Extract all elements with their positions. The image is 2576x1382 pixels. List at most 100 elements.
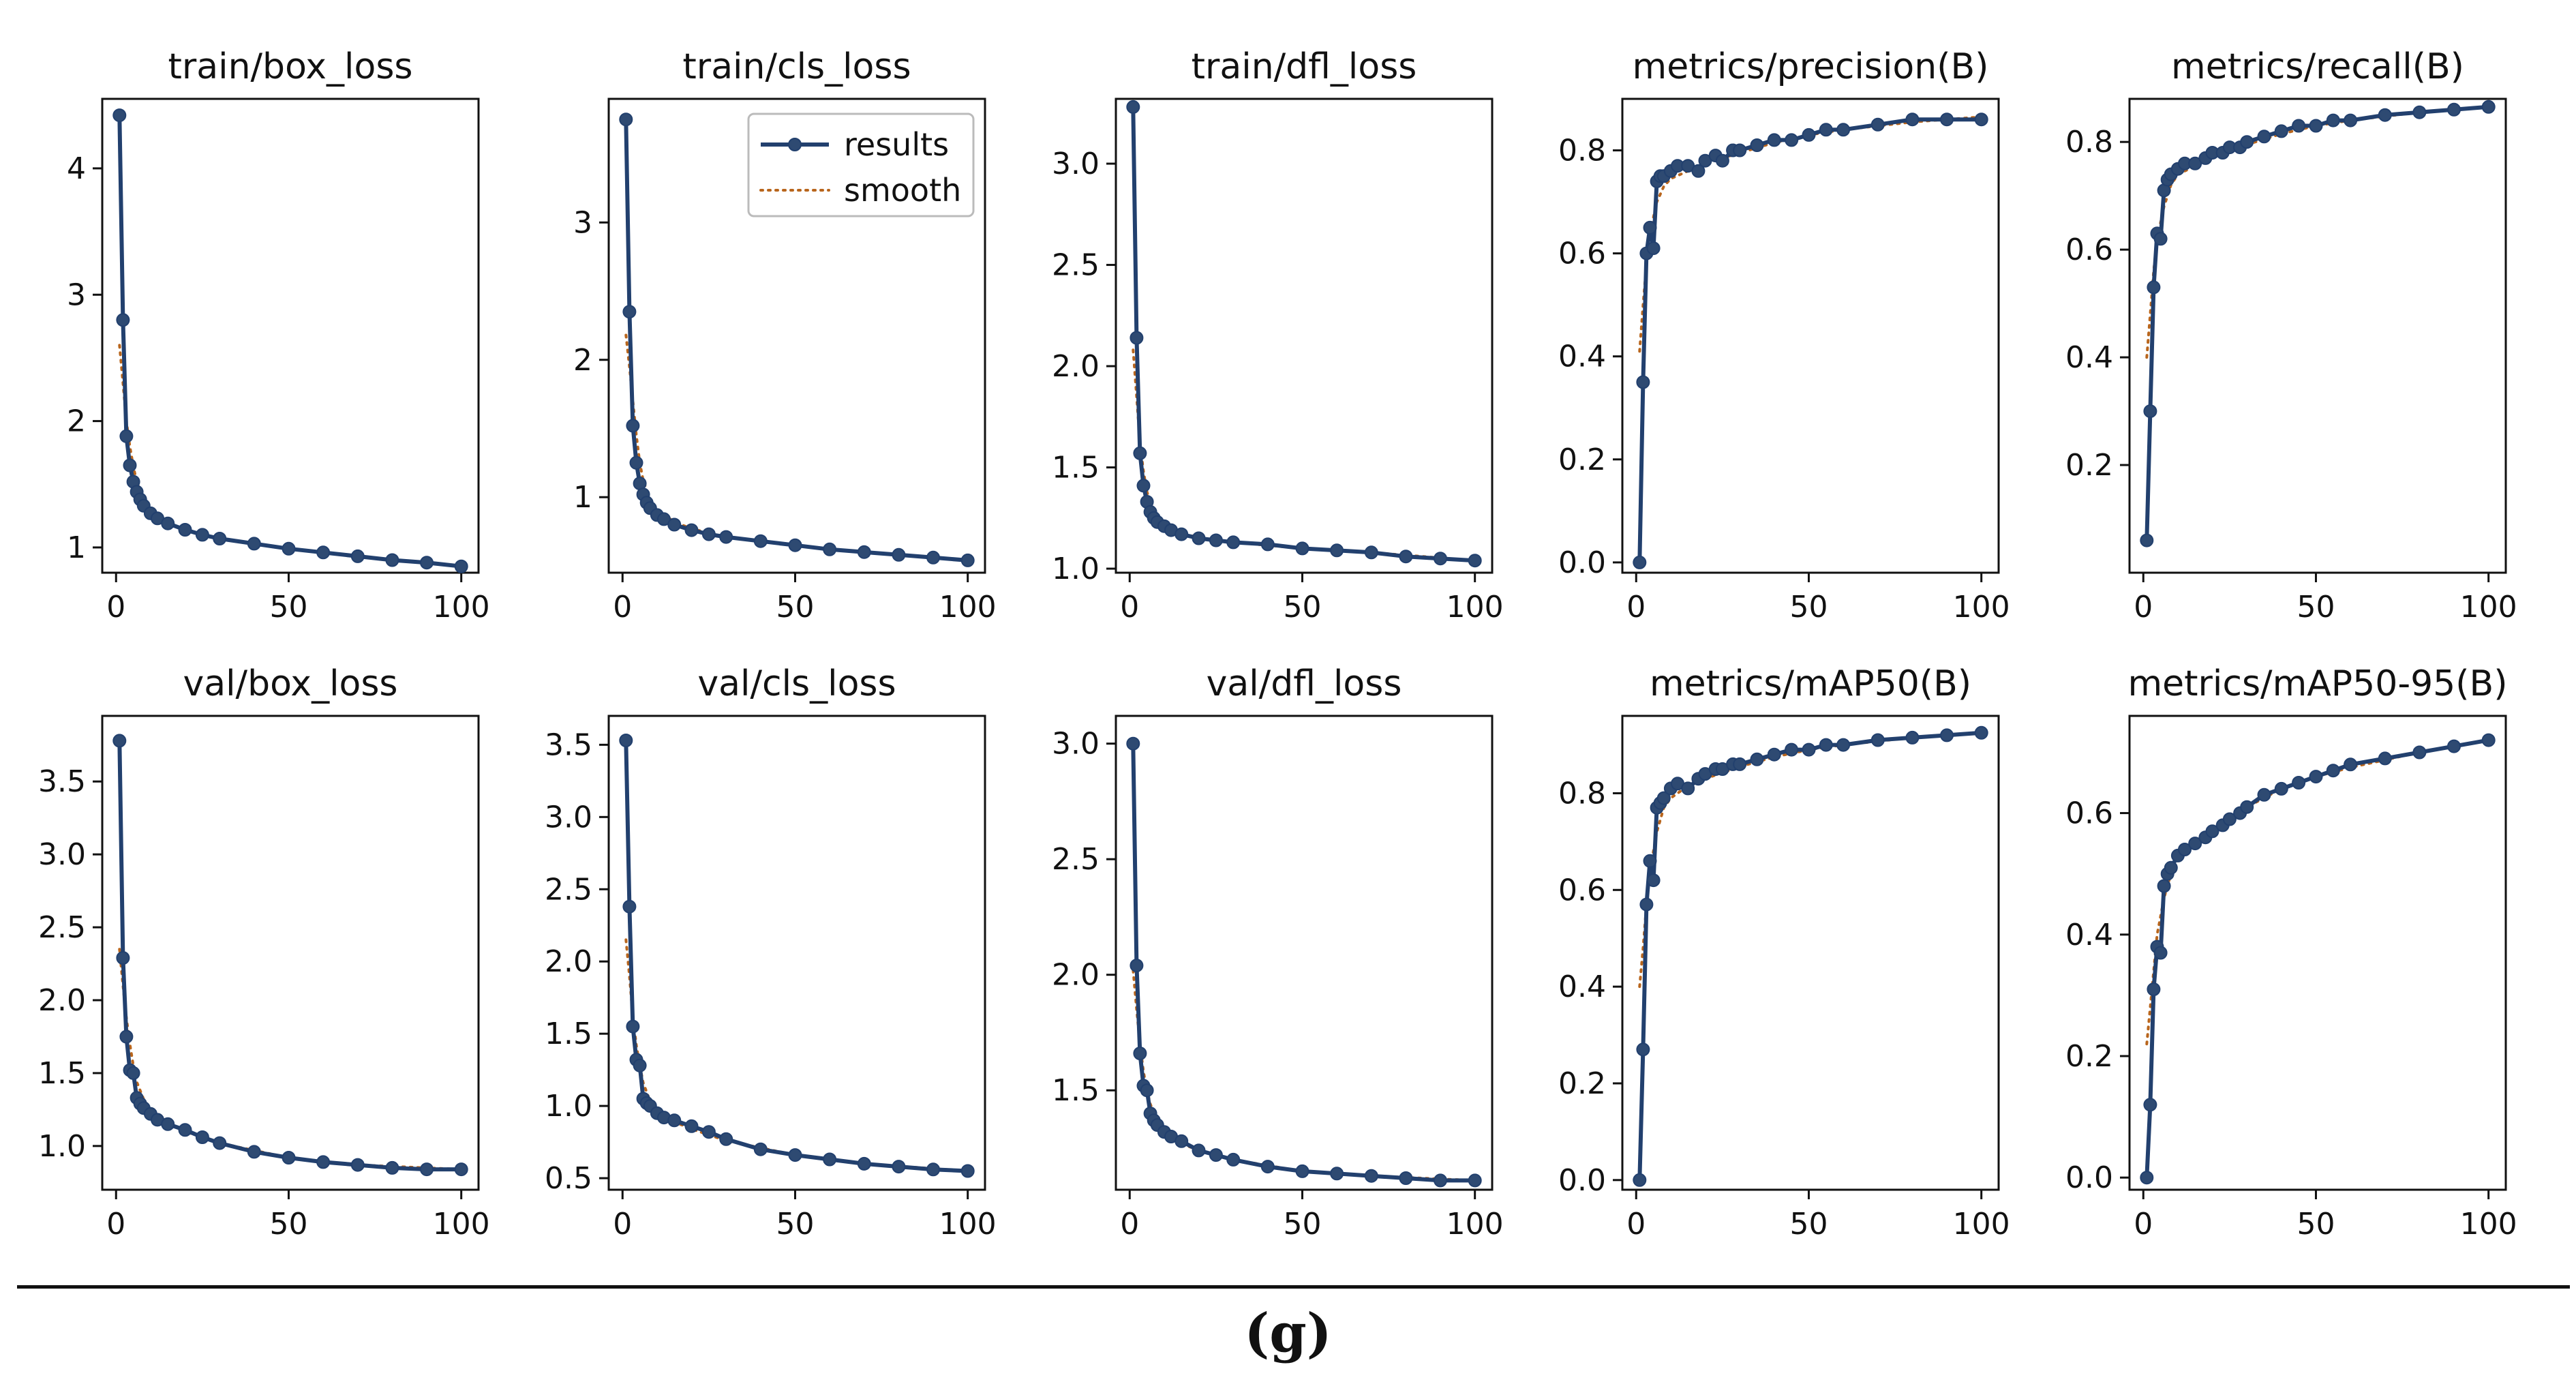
results-point <box>2447 739 2461 753</box>
y-tick-label: 2.5 <box>545 872 592 907</box>
results-point <box>1209 533 1223 547</box>
x-tick-label: 0 <box>613 590 632 625</box>
results-point <box>350 1158 365 1172</box>
results-series-line <box>1637 117 1982 562</box>
y-tick-label: 2 <box>573 343 592 378</box>
results-point <box>857 545 871 559</box>
y-tick-label: 0.2 <box>2065 1039 2113 1074</box>
y-tick-label: 3.0 <box>545 800 592 835</box>
results-point <box>1260 1160 1275 1174</box>
x-tick-label: 0 <box>1120 1207 1139 1242</box>
x-tick-label: 50 <box>2297 1207 2335 1242</box>
results-point <box>1330 1167 1344 1181</box>
panel-title: metrics/precision(B) <box>1633 46 1989 87</box>
results-point <box>1733 143 1747 157</box>
legend-results-label: results <box>844 126 949 163</box>
results-point <box>701 527 716 541</box>
chart-panel-train-cls-loss: train/cls_loss 0 50 100 1 2 3 results smooth <box>573 46 997 625</box>
plot-frame <box>1115 715 1494 1191</box>
results-point <box>2178 843 2192 856</box>
results-point <box>1767 133 1781 147</box>
results-point <box>2344 113 2358 127</box>
results-point <box>1226 1152 1241 1167</box>
results-point <box>213 1136 227 1150</box>
results-point <box>2140 533 2154 547</box>
x-tick-label: 50 <box>1283 590 1321 625</box>
x-tick-label: 50 <box>1283 1207 1321 1242</box>
results-point <box>1295 541 1309 556</box>
results-series-line <box>624 740 968 1173</box>
panel-title: val/cls_loss <box>697 663 896 704</box>
results-point <box>282 541 296 556</box>
chart-panel-val-dfl-loss: val/dfl_loss 0 50 100 1.5 2.0 2.5 3.0 <box>1052 663 1504 1242</box>
x-tick-label: 50 <box>1789 1207 1828 1242</box>
results-point <box>1785 133 1799 147</box>
y-tick-label: 0.2 <box>1558 442 1606 477</box>
results-point <box>2344 757 2358 772</box>
results-series-line <box>2145 738 2489 1178</box>
results-point <box>1399 1171 1413 1185</box>
x-tick-label: 100 <box>2460 1207 2517 1242</box>
smooth-series-line <box>1638 731 1983 989</box>
y-tick-label: 0.6 <box>2065 232 2113 267</box>
results-point <box>116 313 130 327</box>
y-tick-label: 0.2 <box>1558 1066 1606 1101</box>
x-tick-label: 100 <box>1953 590 2010 625</box>
y-tick-label: 2.0 <box>545 944 592 979</box>
results-point <box>1192 531 1206 545</box>
results-point <box>1819 123 1833 137</box>
results-point <box>2326 113 2340 127</box>
plot-frame <box>607 97 986 574</box>
results-point <box>420 1162 434 1177</box>
plot-frame <box>101 97 480 574</box>
results-point <box>1209 1148 1223 1162</box>
y-tick-label: 1.0 <box>38 1129 86 1164</box>
y-tick-label: 0.6 <box>1558 873 1606 907</box>
results-point <box>1836 738 1851 752</box>
x-tick-label: 0 <box>1626 1207 1646 1242</box>
results-point <box>1226 535 1241 550</box>
results-point <box>1136 479 1151 493</box>
results-point <box>316 545 331 560</box>
results-point <box>719 530 733 544</box>
results-point <box>1715 153 1729 168</box>
y-tick-label: 0.5 <box>545 1161 592 1196</box>
figure-divider <box>17 1285 2570 1289</box>
results-point <box>2147 982 2161 996</box>
x-tick-label: 0 <box>2134 590 2153 625</box>
plot-frame <box>1621 715 2000 1191</box>
results-point <box>2378 751 2392 766</box>
results-point <box>247 1145 261 1159</box>
results-point <box>2274 124 2288 138</box>
y-tick-label: 0.0 <box>1558 545 1606 580</box>
results-point <box>626 419 640 433</box>
results-point <box>2240 135 2254 149</box>
panel-title: metrics/mAP50(B) <box>1650 663 1971 704</box>
figure-caption: (g) <box>1244 1302 1332 1364</box>
y-tick-label: 1.0 <box>1052 552 1100 586</box>
results-point <box>213 532 227 545</box>
y-tick-label: 3.0 <box>1052 727 1100 762</box>
smooth-series-line <box>2145 105 2490 359</box>
x-tick-label: 50 <box>776 1207 814 1242</box>
results-point <box>2481 100 2496 114</box>
results-point <box>1633 555 1647 569</box>
chart-panel-train-box-loss: train/box_loss 0 50 100 1 2 3 4 <box>67 46 490 625</box>
smooth-series-line <box>2145 738 2490 1046</box>
chart-panel-metrics-map50-95-b: metrics/mAP50-95(B) 0 50 100 0.0 0.2 0.4 0.6 <box>2065 663 2517 1242</box>
results-point <box>667 517 682 532</box>
smooth-series-line <box>118 948 463 1171</box>
results-point <box>2378 108 2392 122</box>
results-point <box>2157 879 2171 893</box>
results-point <box>2412 745 2427 760</box>
results-point <box>1733 757 1747 771</box>
results-point <box>2326 764 2340 778</box>
results-series-line <box>117 115 462 569</box>
results-point <box>2143 404 2157 419</box>
results-point <box>701 1125 716 1139</box>
results-point <box>2309 119 2323 133</box>
legend-smooth-label: smooth <box>844 172 961 209</box>
results-point <box>1330 543 1344 558</box>
results-point <box>2257 787 2271 802</box>
results-point <box>1364 545 1378 560</box>
